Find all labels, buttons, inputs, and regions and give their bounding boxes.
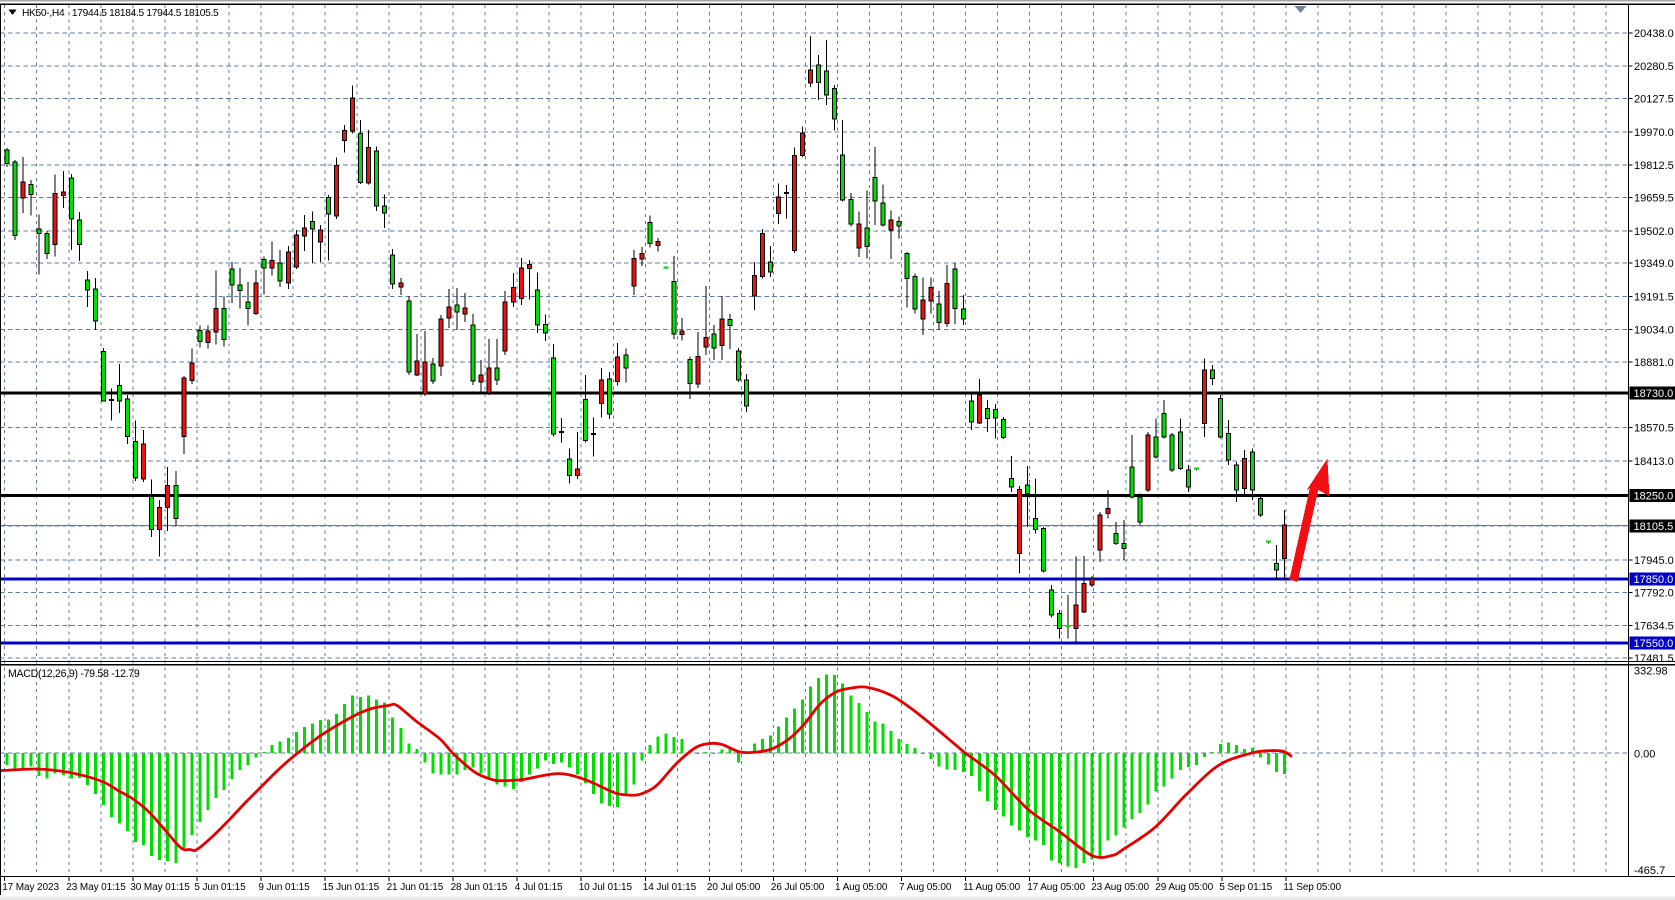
svg-text:17850.0: 17850.0 <box>1634 574 1674 586</box>
svg-text:1 Aug 05:00: 1 Aug 05:00 <box>835 882 888 893</box>
svg-text:19349.0: 19349.0 <box>1634 258 1674 270</box>
svg-text:7 Aug 05:00: 7 Aug 05:00 <box>899 882 952 893</box>
svg-text:17634.5: 17634.5 <box>1634 621 1674 633</box>
svg-text:19812.5: 19812.5 <box>1634 160 1674 172</box>
svg-text:17550.0: 17550.0 <box>1634 638 1674 650</box>
svg-text:17 Aug 05:00: 17 Aug 05:00 <box>1027 882 1085 893</box>
svg-text:MACD(12,26,9) -79.58 -12.79: MACD(12,26,9) -79.58 -12.79 <box>8 668 140 680</box>
svg-text:18570.5: 18570.5 <box>1634 423 1674 435</box>
svg-text:20 Jul 05:00: 20 Jul 05:00 <box>707 882 761 893</box>
svg-text:28 Jun 01:15: 28 Jun 01:15 <box>451 882 508 893</box>
svg-text:19970.0: 19970.0 <box>1634 127 1674 139</box>
svg-text:HK50-,H4 17944.5 18184.5 179: HK50-,H4 17944.5 18184.5 17944.5 18105.5 <box>22 8 219 19</box>
svg-text:4 Jul 01:15: 4 Jul 01:15 <box>515 882 563 893</box>
svg-text:30 May 01:15: 30 May 01:15 <box>130 882 190 893</box>
svg-text:17 May 2023: 17 May 2023 <box>2 882 59 893</box>
svg-text:18730.0: 18730.0 <box>1634 388 1674 400</box>
svg-text:18881.0: 18881.0 <box>1634 357 1674 369</box>
svg-text:18105.5: 18105.5 <box>1634 521 1674 533</box>
svg-text:5 Sep 01:15: 5 Sep 01:15 <box>1219 882 1272 893</box>
svg-text:-465.7: -465.7 <box>1634 865 1665 877</box>
svg-text:23 May 01:15: 23 May 01:15 <box>66 882 126 893</box>
svg-text:20280.5: 20280.5 <box>1634 61 1674 73</box>
svg-text:19659.5: 19659.5 <box>1634 193 1674 205</box>
svg-text:29 Aug 05:00: 29 Aug 05:00 <box>1155 882 1213 893</box>
svg-text:18250.0: 18250.0 <box>1634 490 1674 502</box>
svg-text:10 Jul 01:15: 10 Jul 01:15 <box>579 882 633 893</box>
svg-text:15 Jun 01:15: 15 Jun 01:15 <box>323 882 380 893</box>
svg-text:11 Aug 05:00: 11 Aug 05:00 <box>963 882 1021 893</box>
svg-text:21 Jun 01:15: 21 Jun 01:15 <box>387 882 444 893</box>
svg-text:17481.5: 17481.5 <box>1634 653 1674 665</box>
svg-text:18413.0: 18413.0 <box>1634 456 1674 468</box>
svg-text:23 Aug 05:00: 23 Aug 05:00 <box>1091 882 1149 893</box>
svg-text:20438.0: 20438.0 <box>1634 28 1674 40</box>
svg-text:9 Jun 01:15: 9 Jun 01:15 <box>258 882 310 893</box>
svg-text:17945.0: 17945.0 <box>1634 555 1674 567</box>
svg-text:20127.5: 20127.5 <box>1634 94 1674 106</box>
svg-text:11 Sep 05:00: 11 Sep 05:00 <box>1283 882 1341 893</box>
svg-text:0.00: 0.00 <box>1634 748 1655 760</box>
svg-text:19191.5: 19191.5 <box>1634 291 1674 303</box>
svg-text:332.98: 332.98 <box>1634 665 1668 677</box>
svg-text:17792.0: 17792.0 <box>1634 587 1674 599</box>
svg-text:5 Jun 01:15: 5 Jun 01:15 <box>194 882 246 893</box>
svg-text:19502.0: 19502.0 <box>1634 226 1674 238</box>
svg-text:14 Jul 01:15: 14 Jul 01:15 <box>643 882 697 893</box>
svg-text:19034.0: 19034.0 <box>1634 325 1674 337</box>
svg-text:26 Jul 05:00: 26 Jul 05:00 <box>771 882 825 893</box>
